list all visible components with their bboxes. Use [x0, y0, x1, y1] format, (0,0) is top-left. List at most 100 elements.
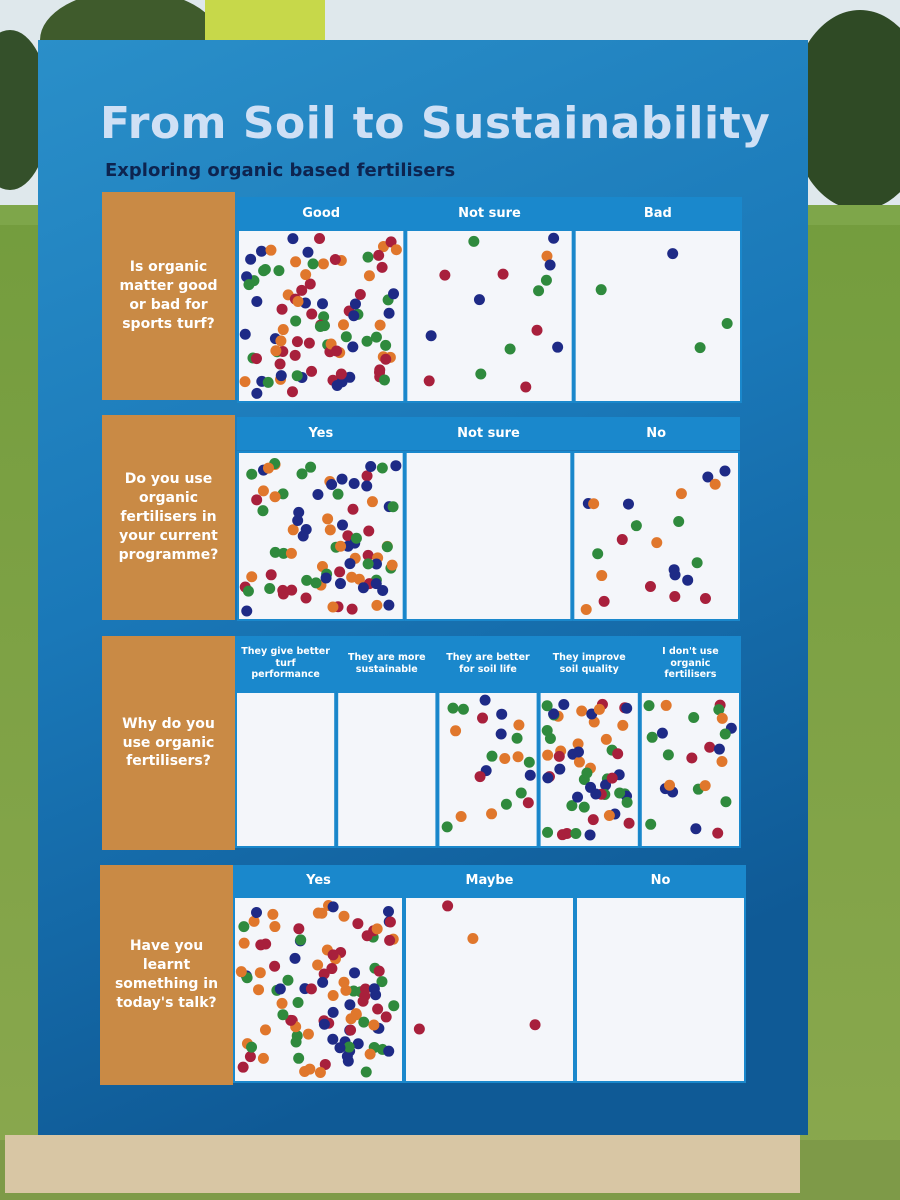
sticker-dot [669, 590, 681, 602]
sticker-dot [368, 1019, 380, 1031]
sticker-dot [305, 983, 317, 995]
sticker-dot [354, 289, 366, 301]
sticker-dot [572, 746, 584, 758]
option-label: Maybe [465, 873, 514, 889]
sticker-dot [306, 365, 318, 377]
sticker-dot [713, 704, 725, 716]
sticker-dot [512, 751, 524, 763]
sticker-dot [305, 461, 317, 473]
sticker-dot [246, 1041, 258, 1053]
sticker-dot [455, 810, 467, 822]
sticker-dot [275, 370, 287, 382]
sticker-dot [290, 256, 302, 268]
sticker-dot [479, 694, 491, 706]
sticker-dot [357, 582, 369, 594]
sticker-dot [317, 258, 329, 270]
sticker-dot [382, 906, 394, 918]
sticker-dot [385, 236, 397, 248]
sticker-dot [381, 541, 393, 553]
sticker-dot [258, 265, 270, 277]
sticker-dot [242, 585, 254, 597]
option-label: They improve soil quality [552, 652, 626, 675]
sticker-dot [596, 570, 608, 582]
answer-box [573, 229, 743, 403]
sticker-dot [522, 797, 534, 809]
sticker-dot [570, 827, 582, 839]
sticker-dot [622, 498, 634, 510]
sticker-dot [548, 232, 560, 244]
option-label: Good [302, 205, 341, 221]
sticker-dot [312, 959, 324, 971]
sticker-dot [656, 727, 668, 739]
sticker-dot [312, 488, 324, 500]
sticker-dot [439, 269, 451, 281]
sticker-dot [241, 605, 253, 617]
sticker-dot [511, 732, 523, 744]
sticker-dot [327, 949, 339, 961]
sticker-dot [344, 558, 356, 570]
option-label: Bad [643, 205, 672, 221]
sticker-dot [593, 703, 605, 715]
sticker-dot [319, 1058, 331, 1070]
option-label: Yes [308, 425, 334, 441]
sticker-dot [340, 331, 352, 343]
sticker-dot [587, 814, 599, 826]
sticker-dot [712, 827, 724, 839]
sticker-dot [371, 599, 383, 611]
answer-box [237, 451, 405, 621]
sticker-dot [643, 700, 655, 712]
sticker-dot [239, 376, 251, 388]
sticker-dot [251, 907, 263, 919]
sticker-dot [388, 1000, 400, 1012]
sticker-dot [699, 593, 711, 605]
sticker-dot [542, 749, 554, 761]
sticker-dot [529, 1019, 541, 1031]
sticker-dot [243, 279, 255, 291]
sticker-dot [349, 967, 361, 979]
sticker-dot [361, 480, 373, 492]
sticker-dot [380, 339, 392, 351]
sticker-dot [264, 582, 276, 594]
sticker-dot [600, 733, 612, 745]
header-band [237, 197, 742, 230]
sticker-dot [334, 578, 346, 590]
sticker-dot [673, 515, 685, 527]
sticker-dot [322, 513, 334, 525]
sticker-dot [651, 537, 663, 549]
sticker-dot [541, 250, 553, 262]
sticker-dot [276, 303, 288, 315]
sticker-dot [621, 702, 633, 714]
question-box: Why do you use organic fertilisers? [102, 636, 235, 850]
sticker-dot [523, 756, 535, 768]
sticker-dot [520, 381, 532, 393]
sticker-dot [304, 1063, 316, 1075]
sticker-dot [269, 546, 281, 558]
sticker-dot [285, 1014, 297, 1026]
sticker-dot [343, 1041, 355, 1053]
sticker-dot [352, 1038, 364, 1050]
sticker-dot [257, 1052, 269, 1064]
sticker-dot [238, 921, 250, 933]
sticker-dot [293, 506, 305, 518]
sticker-dot [340, 984, 352, 996]
sticker-dot [312, 907, 324, 919]
sticker-dot [265, 569, 277, 581]
sticker-dot [592, 548, 604, 560]
sticker-dot [581, 767, 593, 779]
sticker-dot [267, 908, 279, 920]
sticker-dot [338, 910, 350, 922]
sticker-dot [645, 818, 657, 830]
sticker-dot [668, 564, 680, 576]
sticker-dot [572, 791, 584, 803]
sticker-dot [278, 547, 290, 559]
sticker-dot [270, 345, 282, 357]
sticker-dot [296, 284, 308, 296]
sticker-dot [682, 574, 694, 586]
sticker-dot [467, 932, 479, 944]
answer-box [575, 896, 746, 1083]
sticker-dot [384, 934, 396, 946]
sticker-dot [372, 1003, 384, 1015]
answer-box [336, 691, 438, 848]
sticker-dot [239, 328, 251, 340]
sticker-dot [499, 753, 511, 765]
